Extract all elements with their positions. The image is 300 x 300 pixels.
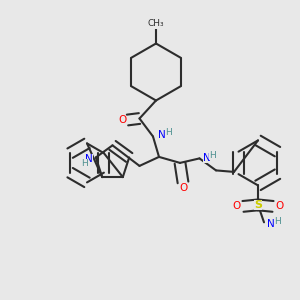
- Text: CH₃: CH₃: [148, 20, 164, 28]
- Text: O: O: [232, 201, 241, 212]
- Text: H: H: [209, 151, 216, 160]
- Text: N: N: [202, 152, 210, 163]
- Text: O: O: [180, 183, 188, 193]
- Text: H: H: [166, 128, 172, 137]
- Text: S: S: [254, 200, 262, 210]
- Text: O: O: [275, 201, 284, 212]
- Text: N: N: [158, 130, 166, 140]
- Text: H: H: [82, 159, 88, 168]
- Text: N: N: [267, 219, 275, 229]
- Text: H: H: [274, 217, 281, 226]
- Text: O: O: [118, 115, 126, 125]
- Text: N: N: [85, 154, 93, 164]
